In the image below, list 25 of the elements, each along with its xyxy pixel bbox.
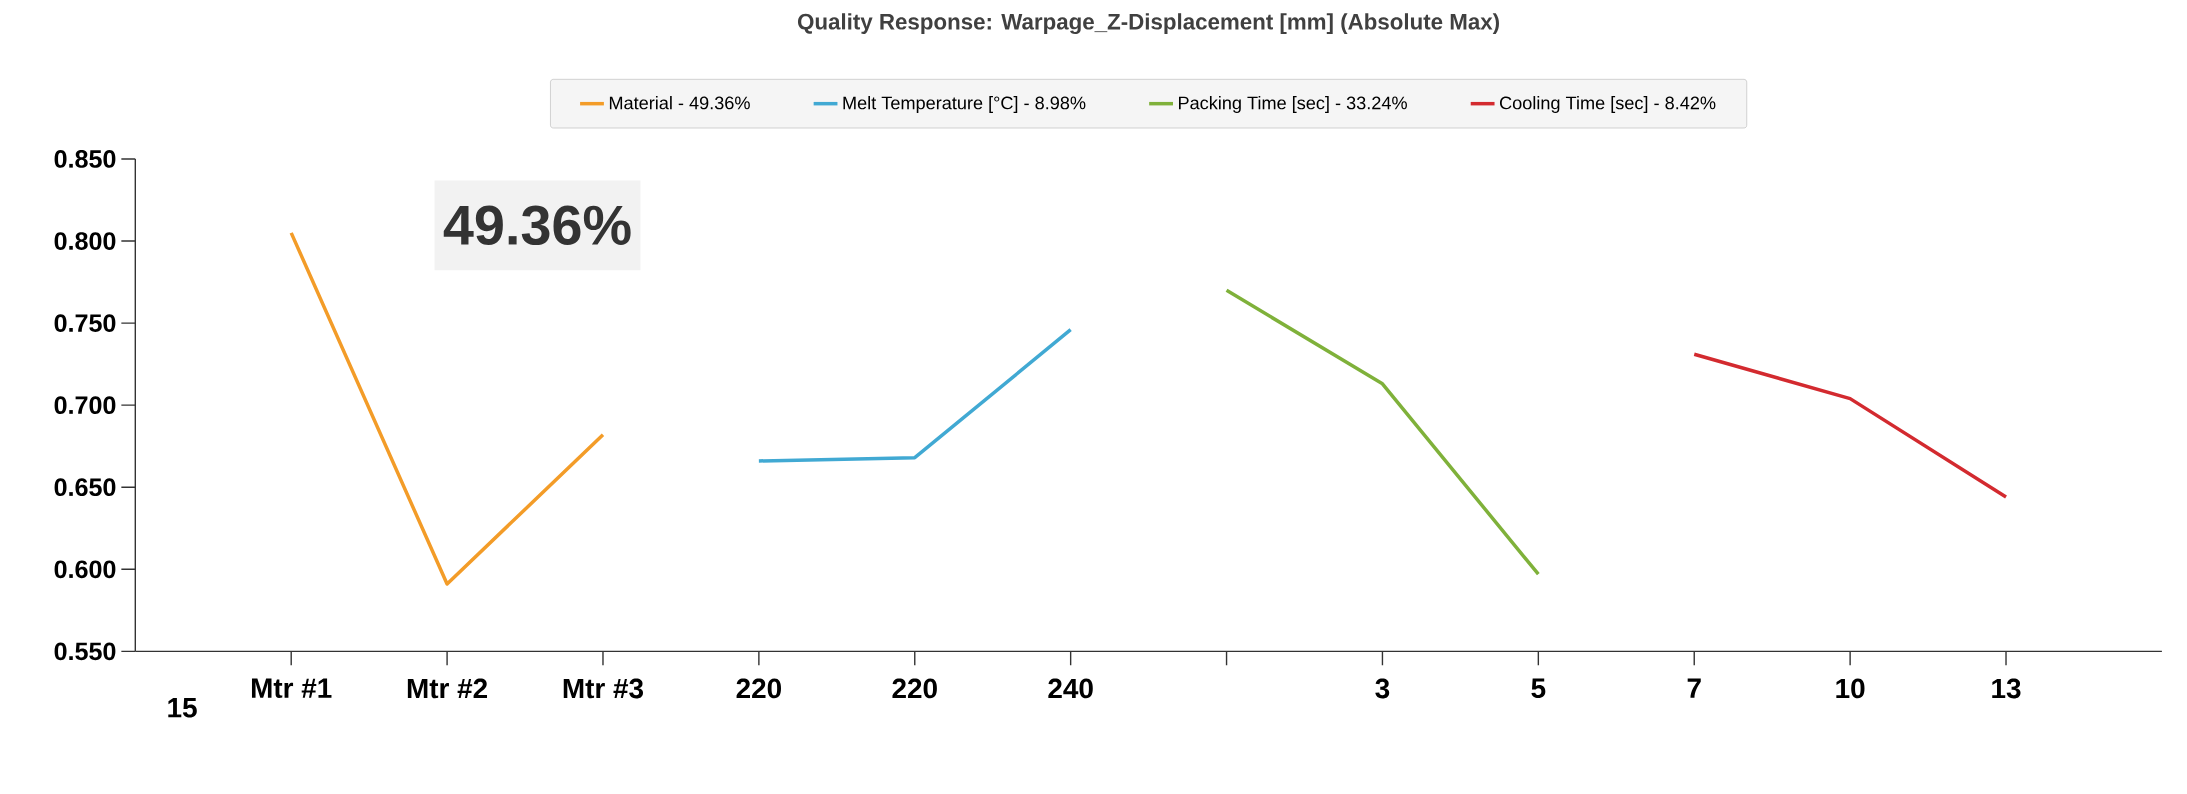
x-tick-label: 5 xyxy=(1531,678,1546,699)
y-tick-label: 0.750 xyxy=(54,314,116,333)
y-tick-label: 0.550 xyxy=(54,642,116,661)
x-tick-label: 3 xyxy=(1375,678,1390,699)
x-tick-label: 220 xyxy=(892,678,937,699)
text: 15 xyxy=(168,698,197,718)
y-tick-label: 0.800 xyxy=(54,232,116,251)
legend-label: Cooling Time [sec] - 8.42% xyxy=(1499,96,1716,114)
x-tick-label: Mtr #2 xyxy=(407,678,488,699)
annotation: 49.36% xyxy=(443,205,631,246)
x-tick-label: 240 xyxy=(1048,678,1093,699)
legend-label: Material - 49.36% xyxy=(609,96,750,110)
y-tick-label: 0.600 xyxy=(54,560,116,579)
legend-label: Melt Temperature [°C] - 8.98% xyxy=(843,96,1086,114)
x-tick-label: 10 xyxy=(1836,678,1865,699)
y-tick-label: 0.850 xyxy=(54,150,116,169)
x-tick-label: 7 xyxy=(1687,678,1701,698)
y-tick-label: 0.650 xyxy=(54,478,116,497)
y-tick-label: 0.700 xyxy=(54,396,116,415)
x-tick-label: Mtr #3 xyxy=(563,678,644,699)
x-tick-label: 220 xyxy=(736,678,781,699)
chart-title: Quality Response: Warpage_Z-Displacement [mm] (Absolute Max) xyxy=(797,13,1499,35)
legend-label: Packing Time [sec] - 33.24% xyxy=(1178,96,1407,114)
x-tick-label: Mtr #1 xyxy=(251,678,332,699)
x-tick-label: 13 xyxy=(1992,678,2021,699)
